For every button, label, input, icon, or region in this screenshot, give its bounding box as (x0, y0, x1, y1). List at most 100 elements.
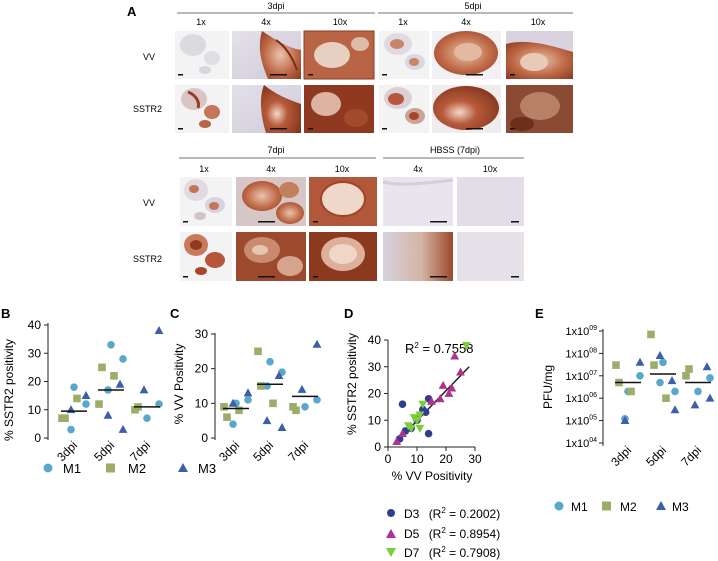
point-m3 (667, 376, 677, 385)
ytick-exp: 04 (589, 437, 597, 444)
point-m3 (118, 424, 128, 433)
point-m3 (243, 388, 253, 397)
xtick-label: 30 (468, 452, 482, 466)
panel-c-points (220, 339, 322, 431)
micrograph-5dpi-1x-vv (379, 31, 429, 79)
point-m2 (235, 406, 243, 415)
point-m3 (139, 385, 149, 394)
point-d7 (412, 416, 422, 425)
legend-e-m2-marker (602, 501, 611, 511)
ytick-label: 1x1008 (565, 347, 597, 360)
legend-d7-gap (419, 546, 422, 560)
legend-m3-label: M3 (198, 461, 216, 476)
point-m2 (627, 387, 635, 396)
point-d3 (421, 408, 430, 417)
header-5dpi: 5dpi (464, 1, 481, 11)
point-m3 (655, 350, 665, 359)
point-m1 (244, 396, 252, 404)
xtick-label: 20 (439, 452, 453, 466)
micrograph-3dpi-1x-sstr2 (175, 85, 229, 133)
xtick-label: 5dpi (643, 443, 669, 469)
micrograph-grid-bottom (180, 177, 524, 281)
point-m3 (103, 410, 113, 419)
ytick-label: 1x1005 (565, 415, 597, 428)
legend-d5-r2val: = 0.8954) (446, 527, 500, 541)
ytick-label: 1x1009 (565, 325, 597, 338)
xtick-label: 5dpi (91, 438, 117, 464)
ytick-label: 0 (201, 431, 208, 445)
ytick-base: 1x10 (565, 371, 589, 383)
point-d5 (392, 437, 402, 446)
mag-10x-hbss: 10x (483, 164, 498, 174)
ytick-label: 10 (195, 396, 209, 410)
point-d5 (435, 394, 445, 403)
point-m2 (61, 414, 69, 423)
point-m2 (220, 403, 228, 411)
mag-1x-7dpi: 1x (199, 164, 209, 174)
panel-c-xticks: 3dpi 5dpi 7dpi (216, 438, 311, 464)
ytick-label: 30 (28, 346, 42, 360)
point-m1 (266, 357, 274, 366)
point-d5 (398, 429, 407, 438)
point-m3 (81, 391, 91, 400)
legend-d7-marker (386, 548, 396, 557)
point-m2 (98, 363, 106, 372)
point-m3 (297, 384, 307, 393)
xtick-label: 10 (410, 452, 424, 466)
point-m2 (95, 400, 103, 408)
ytick-label: 10 (368, 413, 382, 427)
legend-mice-left: M1 M2 M3 (43, 461, 216, 476)
mag-10x-5dpi: 10x (531, 17, 546, 27)
r2-superscript: 2 (414, 341, 419, 350)
ytick-exp: 09 (589, 325, 597, 332)
legend-m2-marker (106, 463, 115, 473)
point-m1 (671, 387, 679, 396)
point-m1 (119, 355, 127, 363)
panel-b-ylabel: % SSTR2 positivity (2, 339, 16, 441)
point-d7 (406, 424, 416, 433)
point-m3 (690, 400, 700, 409)
point-d5 (456, 367, 465, 376)
point-d7 (415, 411, 425, 420)
mag-4x-5dpi: 4x (461, 17, 471, 27)
panel-c-yticks: 0 10 20 30 (195, 327, 215, 445)
mag-10x-3dpi: 10x (333, 17, 348, 27)
mag-4x-7dpi: 4x (266, 164, 276, 174)
ytick-base: 1x10 (565, 416, 589, 428)
svg-text:D5 (R2 = 0.8954): D5 (R2 = 0.8954) (404, 526, 500, 541)
legend-d5-gap (419, 527, 422, 541)
micrograph-hbss-10x-sstr2 (457, 232, 524, 281)
point-m2 (647, 330, 655, 339)
ytick-label: 1x1007 (565, 370, 597, 383)
panel-c-letter: C (170, 306, 180, 321)
r2-symbol: R (405, 341, 414, 356)
point-d7 (415, 424, 425, 433)
micrograph-3dpi-4x-vv (232, 31, 301, 79)
point-d3 (424, 429, 433, 438)
panel-c-ylabel: % VV Positivity (172, 344, 186, 425)
point-m3 (66, 405, 76, 414)
legend-e-m3-marker (656, 501, 666, 510)
micrograph-5dpi-1x-sstr2 (379, 85, 429, 133)
panel-d-legend: D3 (R2 = 0.2002) D5 (R2 = 0.8954) D7 (R2… (386, 506, 500, 560)
point-d5 (450, 351, 460, 360)
ytick-label: 10 (28, 403, 42, 417)
mag-1x-3dpi: 1x (196, 17, 206, 27)
legend-d5-r2: (R (429, 527, 442, 541)
ytick-exp: 06 (589, 392, 597, 399)
legend-d5-marker (386, 529, 396, 538)
mag-4x-3dpi: 4x (261, 17, 271, 27)
panel-d-r2-annotation: R2 = 0.7558 (405, 341, 473, 356)
micrograph-grid-top (175, 30, 573, 133)
ytick-base: 1x10 (565, 393, 589, 405)
point-d7 (461, 341, 471, 350)
panel-e: E PFU/mg 1x10041x10051x10061x10071x10081… (535, 306, 715, 469)
point-m1 (107, 340, 115, 349)
point-m3 (228, 398, 238, 407)
ytick-label: 20 (368, 387, 382, 401)
panel-d-xlabel: % VV Positivity (392, 469, 473, 483)
micrograph-5dpi-10x-vv (506, 31, 573, 79)
panel-e-medians (615, 373, 711, 384)
xtick-label: 7dpi (285, 438, 311, 464)
